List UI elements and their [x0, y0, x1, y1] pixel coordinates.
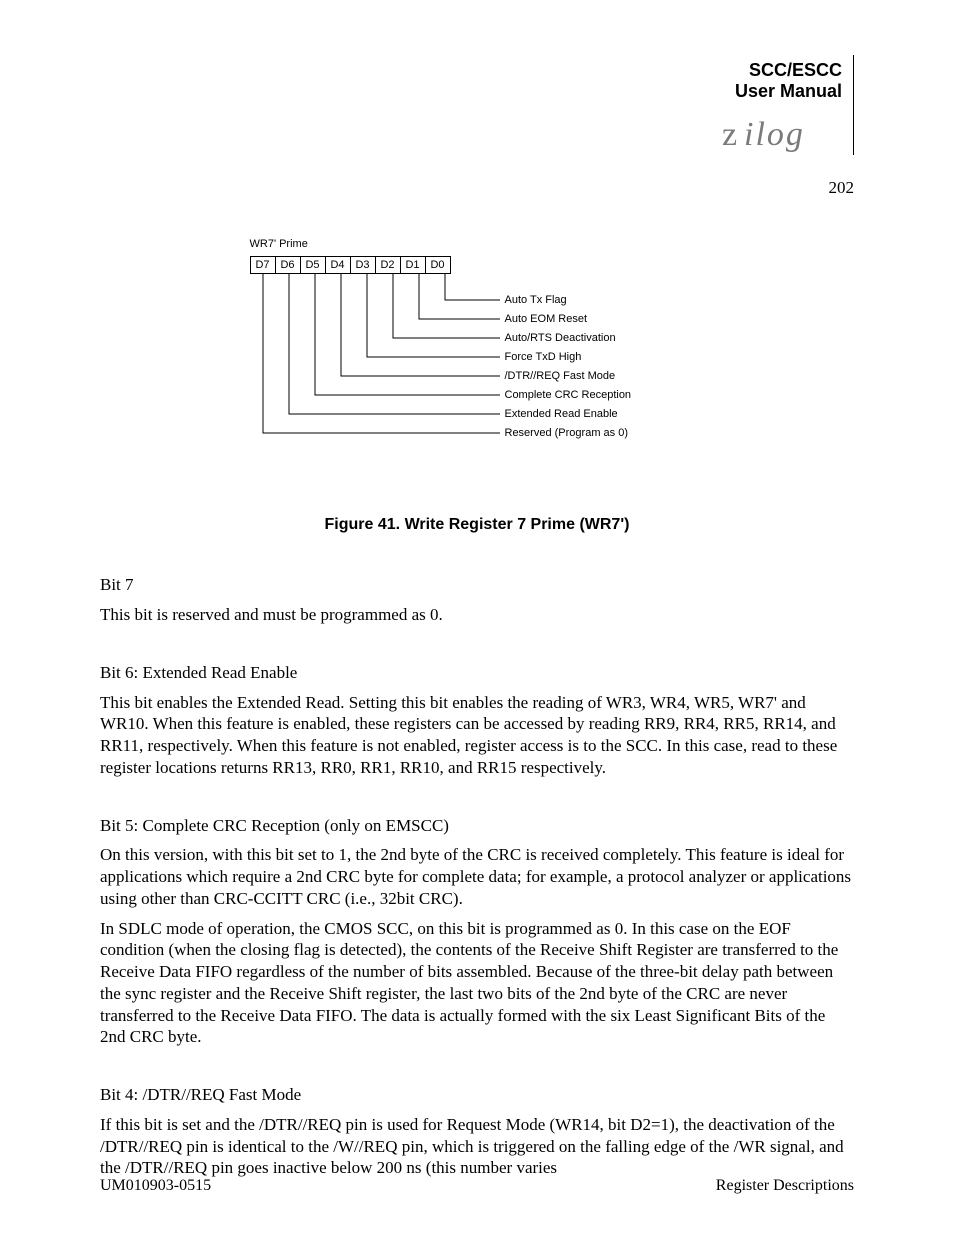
header-line-1: SCC/ESCC	[100, 60, 842, 81]
heading-bit4: Bit 4: /DTR//REQ Fast Mode	[100, 1084, 854, 1106]
page-footer: UM010903-0515 Register Descriptions	[100, 1177, 854, 1195]
page-number: 202	[100, 178, 854, 198]
heading-bit5: Bit 5: Complete CRC Reception (only on E…	[100, 815, 854, 837]
bit-description-label: Reserved (Program as 0)	[505, 427, 629, 439]
bit-description-label: Auto Tx Flag	[505, 294, 567, 306]
para-bit4: If this bit is set and the /DTR//REQ pin…	[100, 1114, 854, 1179]
document-title: SCC/ESCC User Manual	[100, 60, 854, 101]
bit-description-label: /DTR//REQ Fast Mode	[505, 370, 616, 382]
svg-text:ilog: ilog	[744, 116, 805, 153]
para-bit7: This bit is reserved and must be program…	[100, 604, 854, 626]
bit-description-label: Auto/RTS Deactivation	[505, 332, 616, 344]
footer-right: Register Descriptions	[716, 1177, 854, 1195]
para-bit6: This bit enables the Extended Read. Sett…	[100, 692, 854, 779]
bit-description-label: Auto EOM Reset	[505, 313, 588, 325]
zilog-logo: z ilog	[100, 115, 854, 160]
body-text: Bit 7 This bit is reserved and must be p…	[100, 574, 854, 1179]
bit-description-label: Extended Read Enable	[505, 408, 618, 420]
caption-text: Write Register 7 Prime (WR7')	[405, 516, 630, 533]
footer-left: UM010903-0515	[100, 1177, 211, 1195]
bit-description-label: Complete CRC Reception	[505, 389, 632, 401]
diagram-lines	[250, 238, 705, 488]
figure-caption: Figure 41. Write Register 7 Prime (WR7')	[100, 516, 854, 534]
caption-prefix: Figure 41.	[325, 516, 401, 533]
register-bit-diagram: WR7' Prime D7D6D5D4D3D2D1D0 Auto Tx Flag…	[250, 238, 705, 488]
heading-bit6: Bit 6: Extended Read Enable	[100, 662, 854, 684]
svg-text:z: z	[722, 116, 739, 153]
bit-description-label: Force TxD High	[505, 351, 582, 363]
para-bit5b: In SDLC mode of operation, the CMOS SCC,…	[100, 918, 854, 1049]
header-rule	[853, 55, 854, 155]
para-bit5a: On this version, with this bit set to 1,…	[100, 844, 854, 909]
heading-bit7: Bit 7	[100, 574, 854, 596]
header-line-2: User Manual	[100, 81, 842, 102]
